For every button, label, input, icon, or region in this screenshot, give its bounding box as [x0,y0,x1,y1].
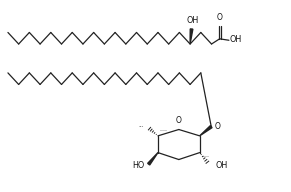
Text: HO: HO [132,161,144,170]
Polygon shape [190,29,193,44]
Text: O: O [215,122,221,131]
Text: O: O [217,13,223,22]
Text: OH: OH [215,161,228,170]
Polygon shape [148,153,158,165]
Text: OH: OH [229,35,242,44]
Polygon shape [200,126,212,136]
Text: ···: ··· [139,124,144,129]
Text: ····: ···· [201,154,210,159]
Text: ····: ···· [160,129,168,134]
Text: O: O [176,117,182,125]
Text: OH: OH [187,16,199,25]
